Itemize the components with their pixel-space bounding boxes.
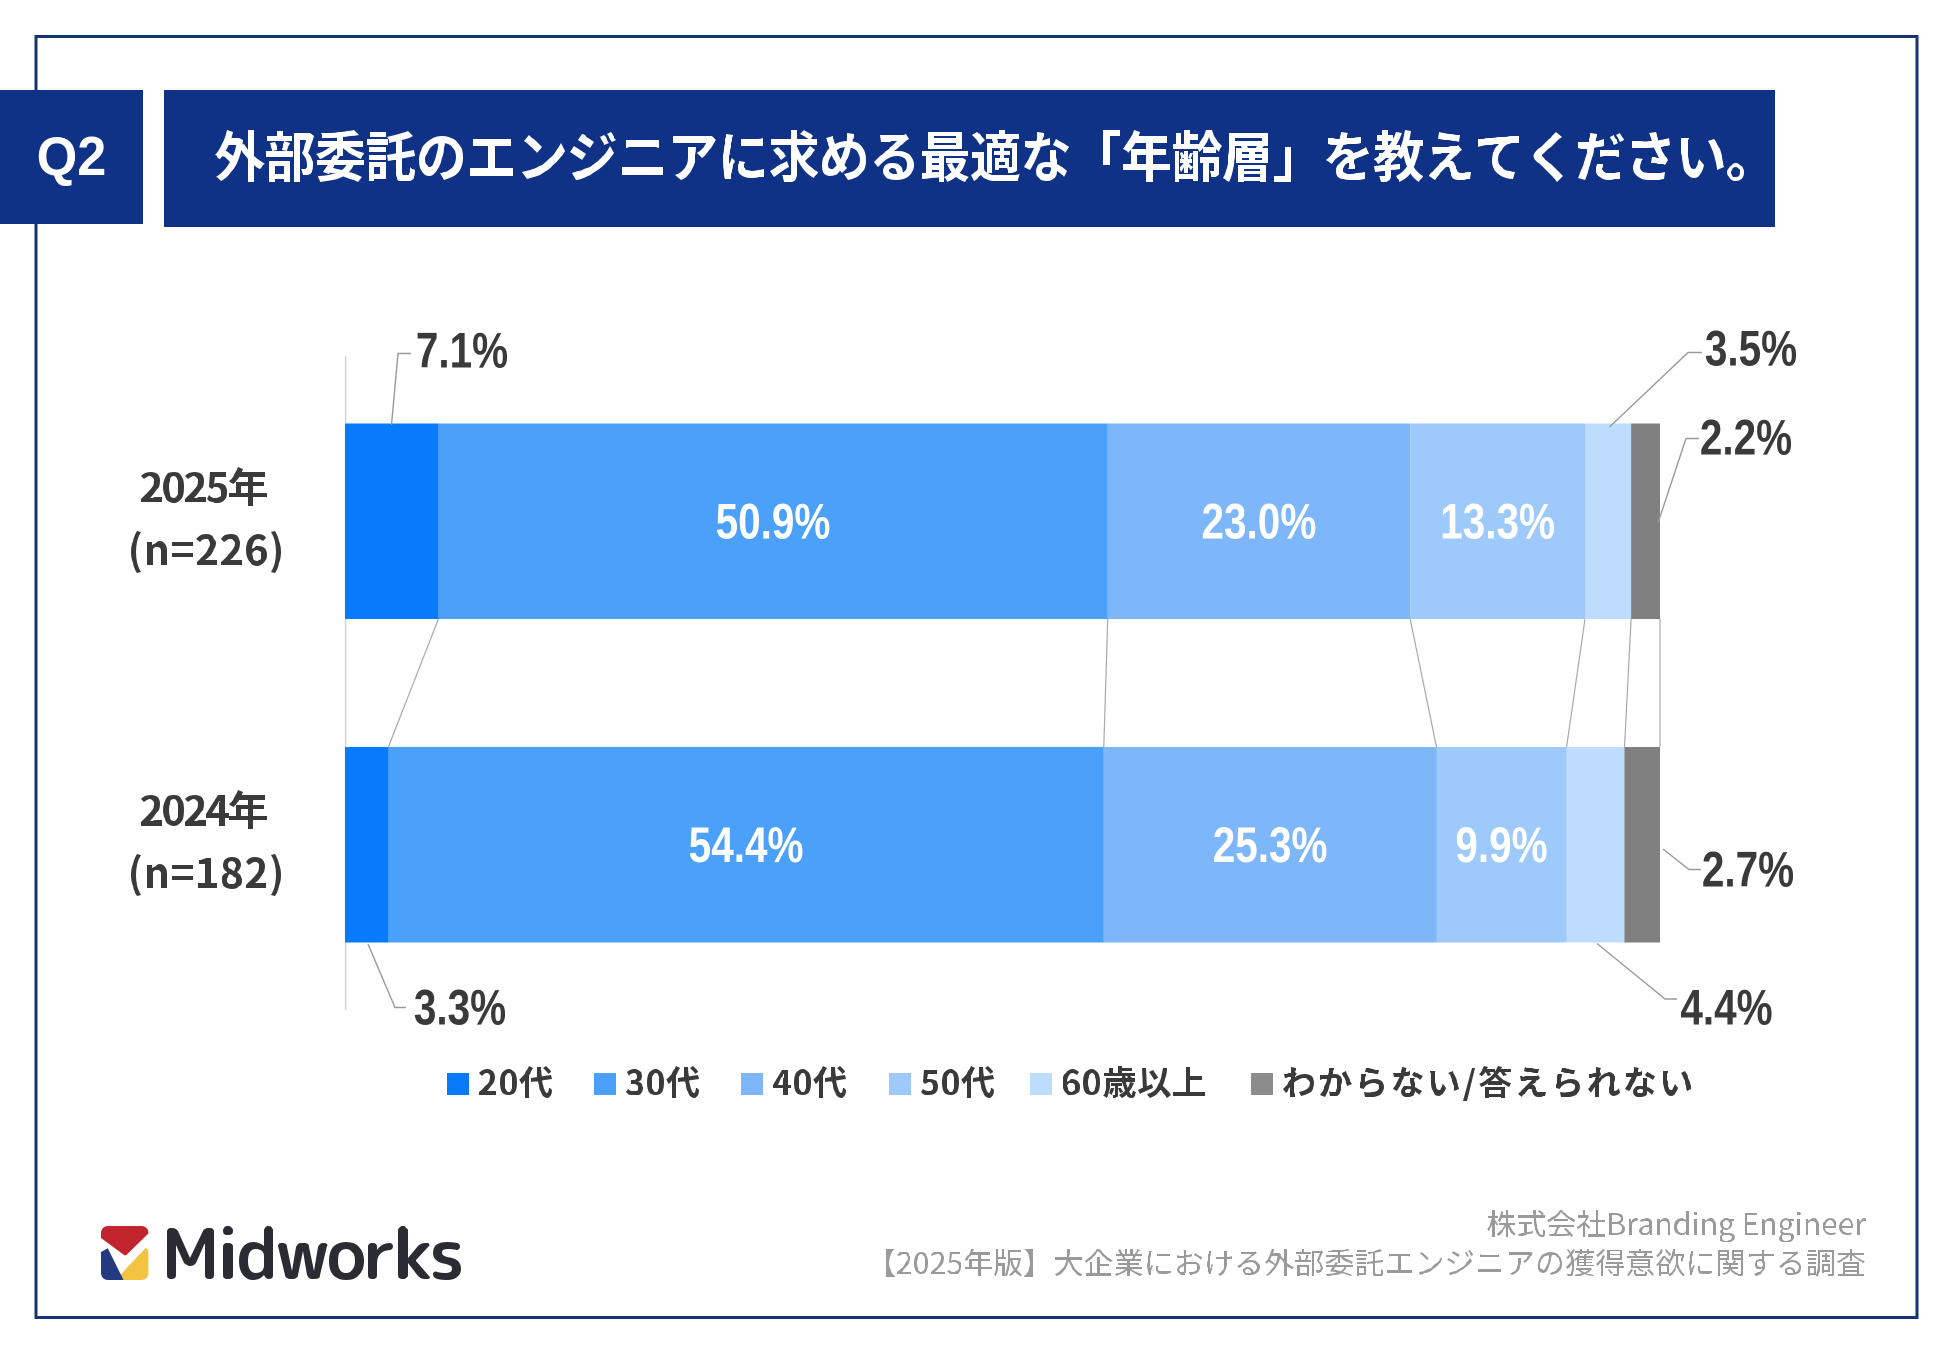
svg-text:7.1%: 7.1% — [416, 322, 508, 378]
svg-text:Q2: Q2 — [37, 126, 107, 188]
svg-text:25.3%: 25.3% — [1213, 817, 1328, 873]
svg-text:23.0%: 23.0% — [1202, 493, 1317, 549]
svg-text:4.4%: 4.4% — [1680, 979, 1772, 1035]
svg-text:2.7%: 2.7% — [1702, 841, 1794, 897]
svg-text:13.3%: 13.3% — [1440, 493, 1555, 549]
svg-text:2.2%: 2.2% — [1700, 409, 1792, 465]
svg-text:3.3%: 3.3% — [414, 979, 506, 1035]
svg-text:3.5%: 3.5% — [1705, 320, 1797, 376]
svg-text:9.9%: 9.9% — [1455, 817, 1547, 873]
svg-text:54.4%: 54.4% — [689, 817, 804, 873]
svg-text:50.9%: 50.9% — [716, 493, 831, 549]
